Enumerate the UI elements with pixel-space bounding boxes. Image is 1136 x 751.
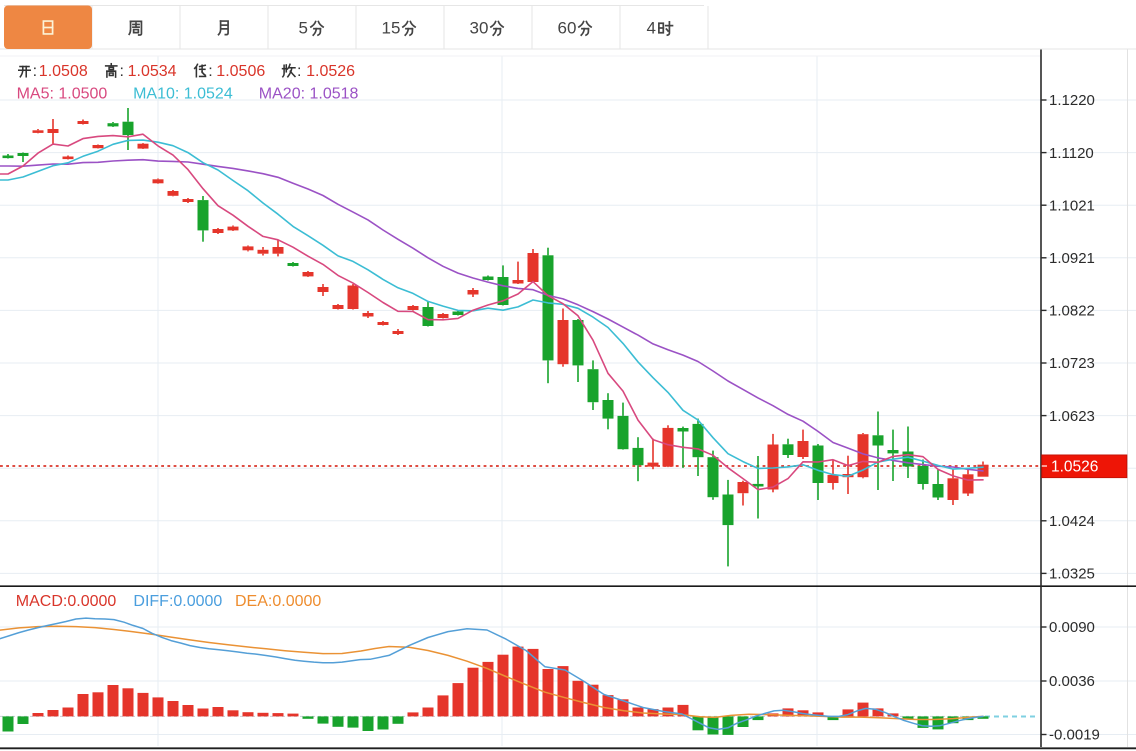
svg-text:1.0921: 1.0921	[1049, 250, 1095, 267]
svg-text:1.0508: 1.0508	[39, 63, 88, 80]
svg-text:1.1021: 1.1021	[1049, 197, 1095, 214]
svg-text::: :	[33, 63, 37, 80]
svg-text:30: 30	[470, 19, 489, 38]
svg-text::: :	[120, 63, 124, 80]
svg-text:5: 5	[299, 19, 308, 38]
svg-text:0.0090: 0.0090	[1049, 619, 1095, 636]
svg-text:-0.0019: -0.0019	[1049, 727, 1100, 744]
svg-text:15: 15	[382, 19, 401, 38]
svg-text:MA20: 1.0518: MA20: 1.0518	[259, 86, 359, 103]
svg-text:MA10: 1.0524: MA10: 1.0524	[133, 86, 233, 103]
svg-text:DIFF:0.0000: DIFF:0.0000	[133, 593, 222, 610]
svg-text:0.0036: 0.0036	[1049, 673, 1095, 690]
svg-text:1.0723: 1.0723	[1049, 355, 1095, 372]
svg-text:1.0623: 1.0623	[1049, 408, 1095, 425]
svg-text:4: 4	[647, 19, 656, 38]
svg-text:1.0822: 1.0822	[1049, 303, 1095, 320]
svg-text:1.1120: 1.1120	[1049, 145, 1094, 162]
svg-text:MA5: 1.0500: MA5: 1.0500	[17, 86, 108, 103]
svg-text::: :	[297, 63, 301, 80]
svg-text:1.0534: 1.0534	[128, 63, 177, 80]
svg-text:1.0526: 1.0526	[306, 63, 355, 80]
svg-text:MACD:0.0000: MACD:0.0000	[16, 593, 117, 610]
svg-text:DEA:0.0000: DEA:0.0000	[235, 593, 321, 610]
svg-text::: :	[208, 63, 212, 80]
svg-text:1.0424: 1.0424	[1049, 513, 1095, 530]
svg-text:60: 60	[558, 19, 577, 38]
svg-text:1.0506: 1.0506	[216, 63, 265, 80]
svg-text:1.1220: 1.1220	[1049, 92, 1095, 109]
svg-text:1.0325: 1.0325	[1049, 566, 1095, 583]
svg-text:1.0526: 1.0526	[1051, 459, 1098, 476]
